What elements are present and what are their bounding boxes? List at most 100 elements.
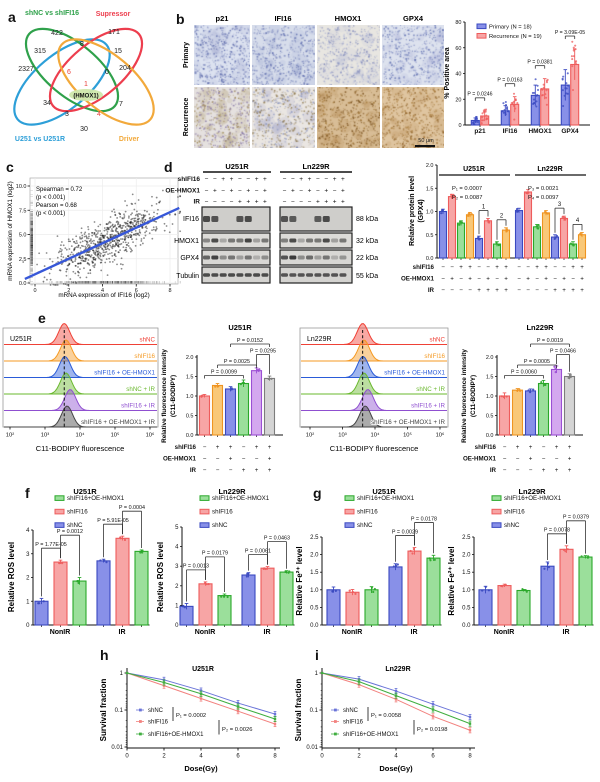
ihc-col-header: p21 xyxy=(216,14,229,23)
bar xyxy=(211,384,224,436)
legend-label: shIFI16+OE-HMOX1 xyxy=(148,732,204,738)
scatter-point xyxy=(60,263,63,266)
scatter-point xyxy=(130,213,132,216)
bar xyxy=(474,237,484,259)
data-marker xyxy=(320,671,324,675)
scatter-point xyxy=(133,217,135,220)
data-point xyxy=(554,371,557,374)
wb-band xyxy=(289,216,297,222)
data-marker xyxy=(394,694,398,697)
scatter-point xyxy=(140,240,143,242)
condition-symbol: − xyxy=(571,276,575,283)
data-point xyxy=(506,106,509,109)
data-point xyxy=(61,562,64,565)
scatter-point xyxy=(88,250,91,253)
x-category-label: HMOX1 xyxy=(528,128,552,135)
scatter-point xyxy=(163,229,166,232)
wb-band xyxy=(331,273,339,277)
data-point xyxy=(545,103,548,106)
data-point xyxy=(123,538,127,542)
scatter-point xyxy=(69,240,72,243)
bar xyxy=(388,566,403,626)
data-point xyxy=(500,395,503,398)
legend-label: Recurrence (N = 19) xyxy=(489,34,542,40)
scatter-point xyxy=(104,246,107,248)
ihc-image-primary-p21 xyxy=(194,25,250,85)
scatter-point xyxy=(98,257,101,260)
scatter-point xyxy=(129,247,131,249)
scatter-point xyxy=(135,210,138,213)
data-marker xyxy=(431,715,435,718)
wb-band xyxy=(236,216,244,222)
p-value: P₂ = 0.0198 xyxy=(417,727,447,733)
scatter-point xyxy=(119,263,122,265)
bar xyxy=(523,191,533,259)
scatter-point xyxy=(151,229,153,232)
condition-symbol: − xyxy=(503,456,507,463)
scatter-point xyxy=(153,220,156,223)
y-tick-label: 0.0 xyxy=(19,281,27,287)
flow-series-label: shNC + IR xyxy=(416,386,445,393)
scatter-point xyxy=(130,231,133,234)
scatter-point xyxy=(179,195,182,197)
x-tick-label: 8 xyxy=(468,754,472,760)
flow-histogram xyxy=(301,405,447,428)
scatter-point xyxy=(87,251,89,253)
data-point xyxy=(513,105,516,108)
scatter-point xyxy=(156,212,159,215)
legend-label: shIFI16+OE-HMOX1 xyxy=(67,495,125,502)
data-point xyxy=(351,590,354,594)
scatter-point xyxy=(131,249,133,252)
x-tick-label: 2 xyxy=(162,754,166,760)
data-point xyxy=(372,590,375,594)
scatter-point xyxy=(84,248,87,250)
wb-band xyxy=(339,238,347,243)
venn-count: 1 xyxy=(84,81,88,88)
scatter-point xyxy=(76,242,78,245)
condition-symbol: − xyxy=(216,467,220,474)
bar xyxy=(514,210,524,259)
condition-symbol: − xyxy=(242,456,246,463)
data-point xyxy=(561,78,564,81)
legend-swatch xyxy=(491,495,502,501)
scatter-point xyxy=(79,262,82,265)
y-tick-label: 0.0 xyxy=(426,256,434,262)
panel-e-letter: e xyxy=(38,310,46,326)
scatter-point xyxy=(117,251,120,254)
data-point xyxy=(565,92,568,95)
scatter-point xyxy=(112,243,114,246)
scatter-point xyxy=(62,283,65,285)
venn-count: 171 xyxy=(108,29,120,36)
p-value: P = 1.77E-05 xyxy=(35,542,67,548)
bar xyxy=(550,236,560,259)
scatter-point xyxy=(97,256,100,259)
flow-histogram xyxy=(4,323,157,345)
condition-symbol: − xyxy=(203,444,207,451)
scatter-point xyxy=(114,214,117,217)
x-category-label: NonIR xyxy=(195,629,216,636)
wb-band xyxy=(314,238,322,243)
scatter-point xyxy=(115,227,118,229)
scatter-point xyxy=(110,251,113,254)
scatter-point xyxy=(95,249,98,252)
p-value: P = 0.0246 xyxy=(467,92,492,98)
scatter-point xyxy=(123,213,125,216)
scatter-point xyxy=(98,245,101,248)
scatter-point xyxy=(107,222,110,224)
scatter-point xyxy=(123,216,126,219)
scatter-point xyxy=(87,225,89,228)
condition-symbol: + xyxy=(216,444,220,451)
condition-symbol: − xyxy=(205,176,209,183)
scatter-point xyxy=(113,253,116,256)
y-tick-label: 2 xyxy=(26,576,30,582)
scatter-point xyxy=(94,252,97,255)
data-point xyxy=(504,100,507,104)
data-point xyxy=(395,564,398,567)
scatter-point xyxy=(79,237,82,240)
venn-count: 30 xyxy=(80,126,88,133)
scatter-point xyxy=(102,249,105,252)
scatter-point xyxy=(84,254,87,256)
scatter-point xyxy=(93,239,95,242)
condition-symbol: − xyxy=(477,276,481,283)
p-value: P = 0.0099 xyxy=(211,369,237,375)
